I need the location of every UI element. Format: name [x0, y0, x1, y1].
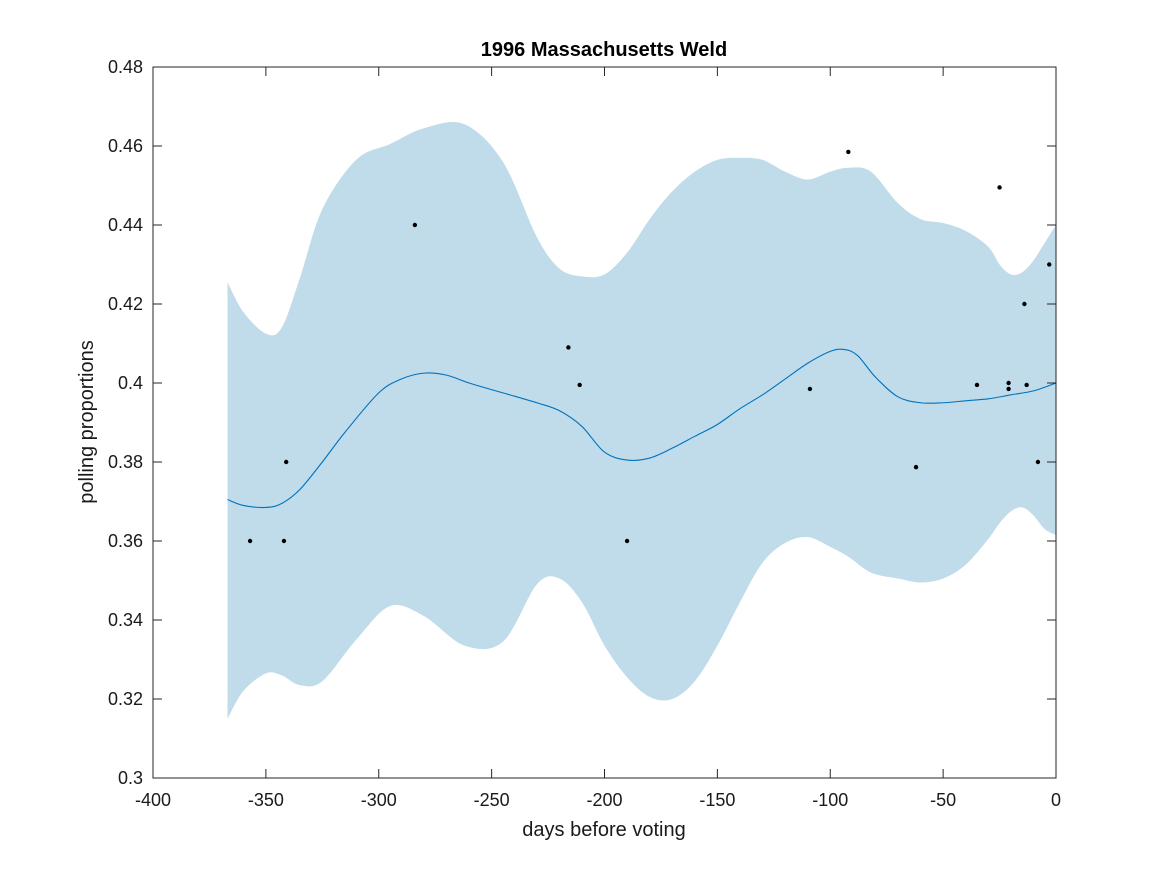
- data-point: [412, 222, 418, 228]
- data-point: [1022, 301, 1027, 307]
- x-tick-label: -200: [586, 790, 622, 810]
- y-tick-label: 0.48: [108, 57, 143, 77]
- data-point: [974, 382, 980, 388]
- y-tick-label: 0.36: [108, 531, 143, 551]
- data-point: [1024, 382, 1029, 388]
- x-tick-label: -150: [699, 790, 735, 810]
- y-axis: 0.3 0.32 0.34 0.36 0.38 0.4 0.42 0.44 0.46 0.48: [108, 57, 1056, 788]
- confidence-band: [227, 122, 1056, 719]
- x-tick-label: 0: [1051, 790, 1061, 810]
- y-axis-label: polling proportions: [76, 340, 98, 503]
- data-point: [807, 386, 813, 392]
- x-tick-label: -350: [248, 790, 284, 810]
- y-tick-label: 0.42: [108, 294, 143, 314]
- data-point: [577, 382, 582, 388]
- x-tick-label: -50: [930, 790, 956, 810]
- data-point: [1047, 262, 1052, 267]
- y-tick-label: 0.44: [108, 215, 143, 235]
- data-point: [247, 538, 253, 544]
- y-tick-label: 0.32: [108, 689, 143, 709]
- data-point: [1035, 459, 1041, 465]
- y-tick-label: 0.46: [108, 136, 143, 156]
- x-tick-label: -400: [135, 790, 171, 810]
- plot-area: [227, 122, 1057, 719]
- x-axis: -400 -350 -300 -250 -200 -150 -100 -50 0: [135, 67, 1061, 810]
- data-point: [913, 464, 919, 470]
- mean-line: [227, 348, 1057, 509]
- chart-title: 1996 Massachusetts Weld: [481, 39, 727, 61]
- data-point: [624, 538, 630, 544]
- data-point: [566, 345, 571, 350]
- data-point: [1006, 386, 1011, 392]
- data-point: [997, 185, 1002, 190]
- data-point: [283, 459, 289, 465]
- data-point: [1006, 380, 1011, 386]
- x-tick-label: -250: [474, 790, 510, 810]
- x-axis-label: days before voting: [522, 819, 685, 841]
- x-tick-label: -300: [361, 790, 397, 810]
- data-point: [281, 538, 287, 544]
- y-tick-label: 0.4: [118, 373, 143, 393]
- y-tick-label: 0.3: [118, 768, 143, 788]
- y-tick-label: 0.34: [108, 610, 143, 630]
- data-point: [846, 149, 851, 155]
- y-tick-label: 0.38: [108, 452, 143, 472]
- x-tick-label: -100: [812, 790, 848, 810]
